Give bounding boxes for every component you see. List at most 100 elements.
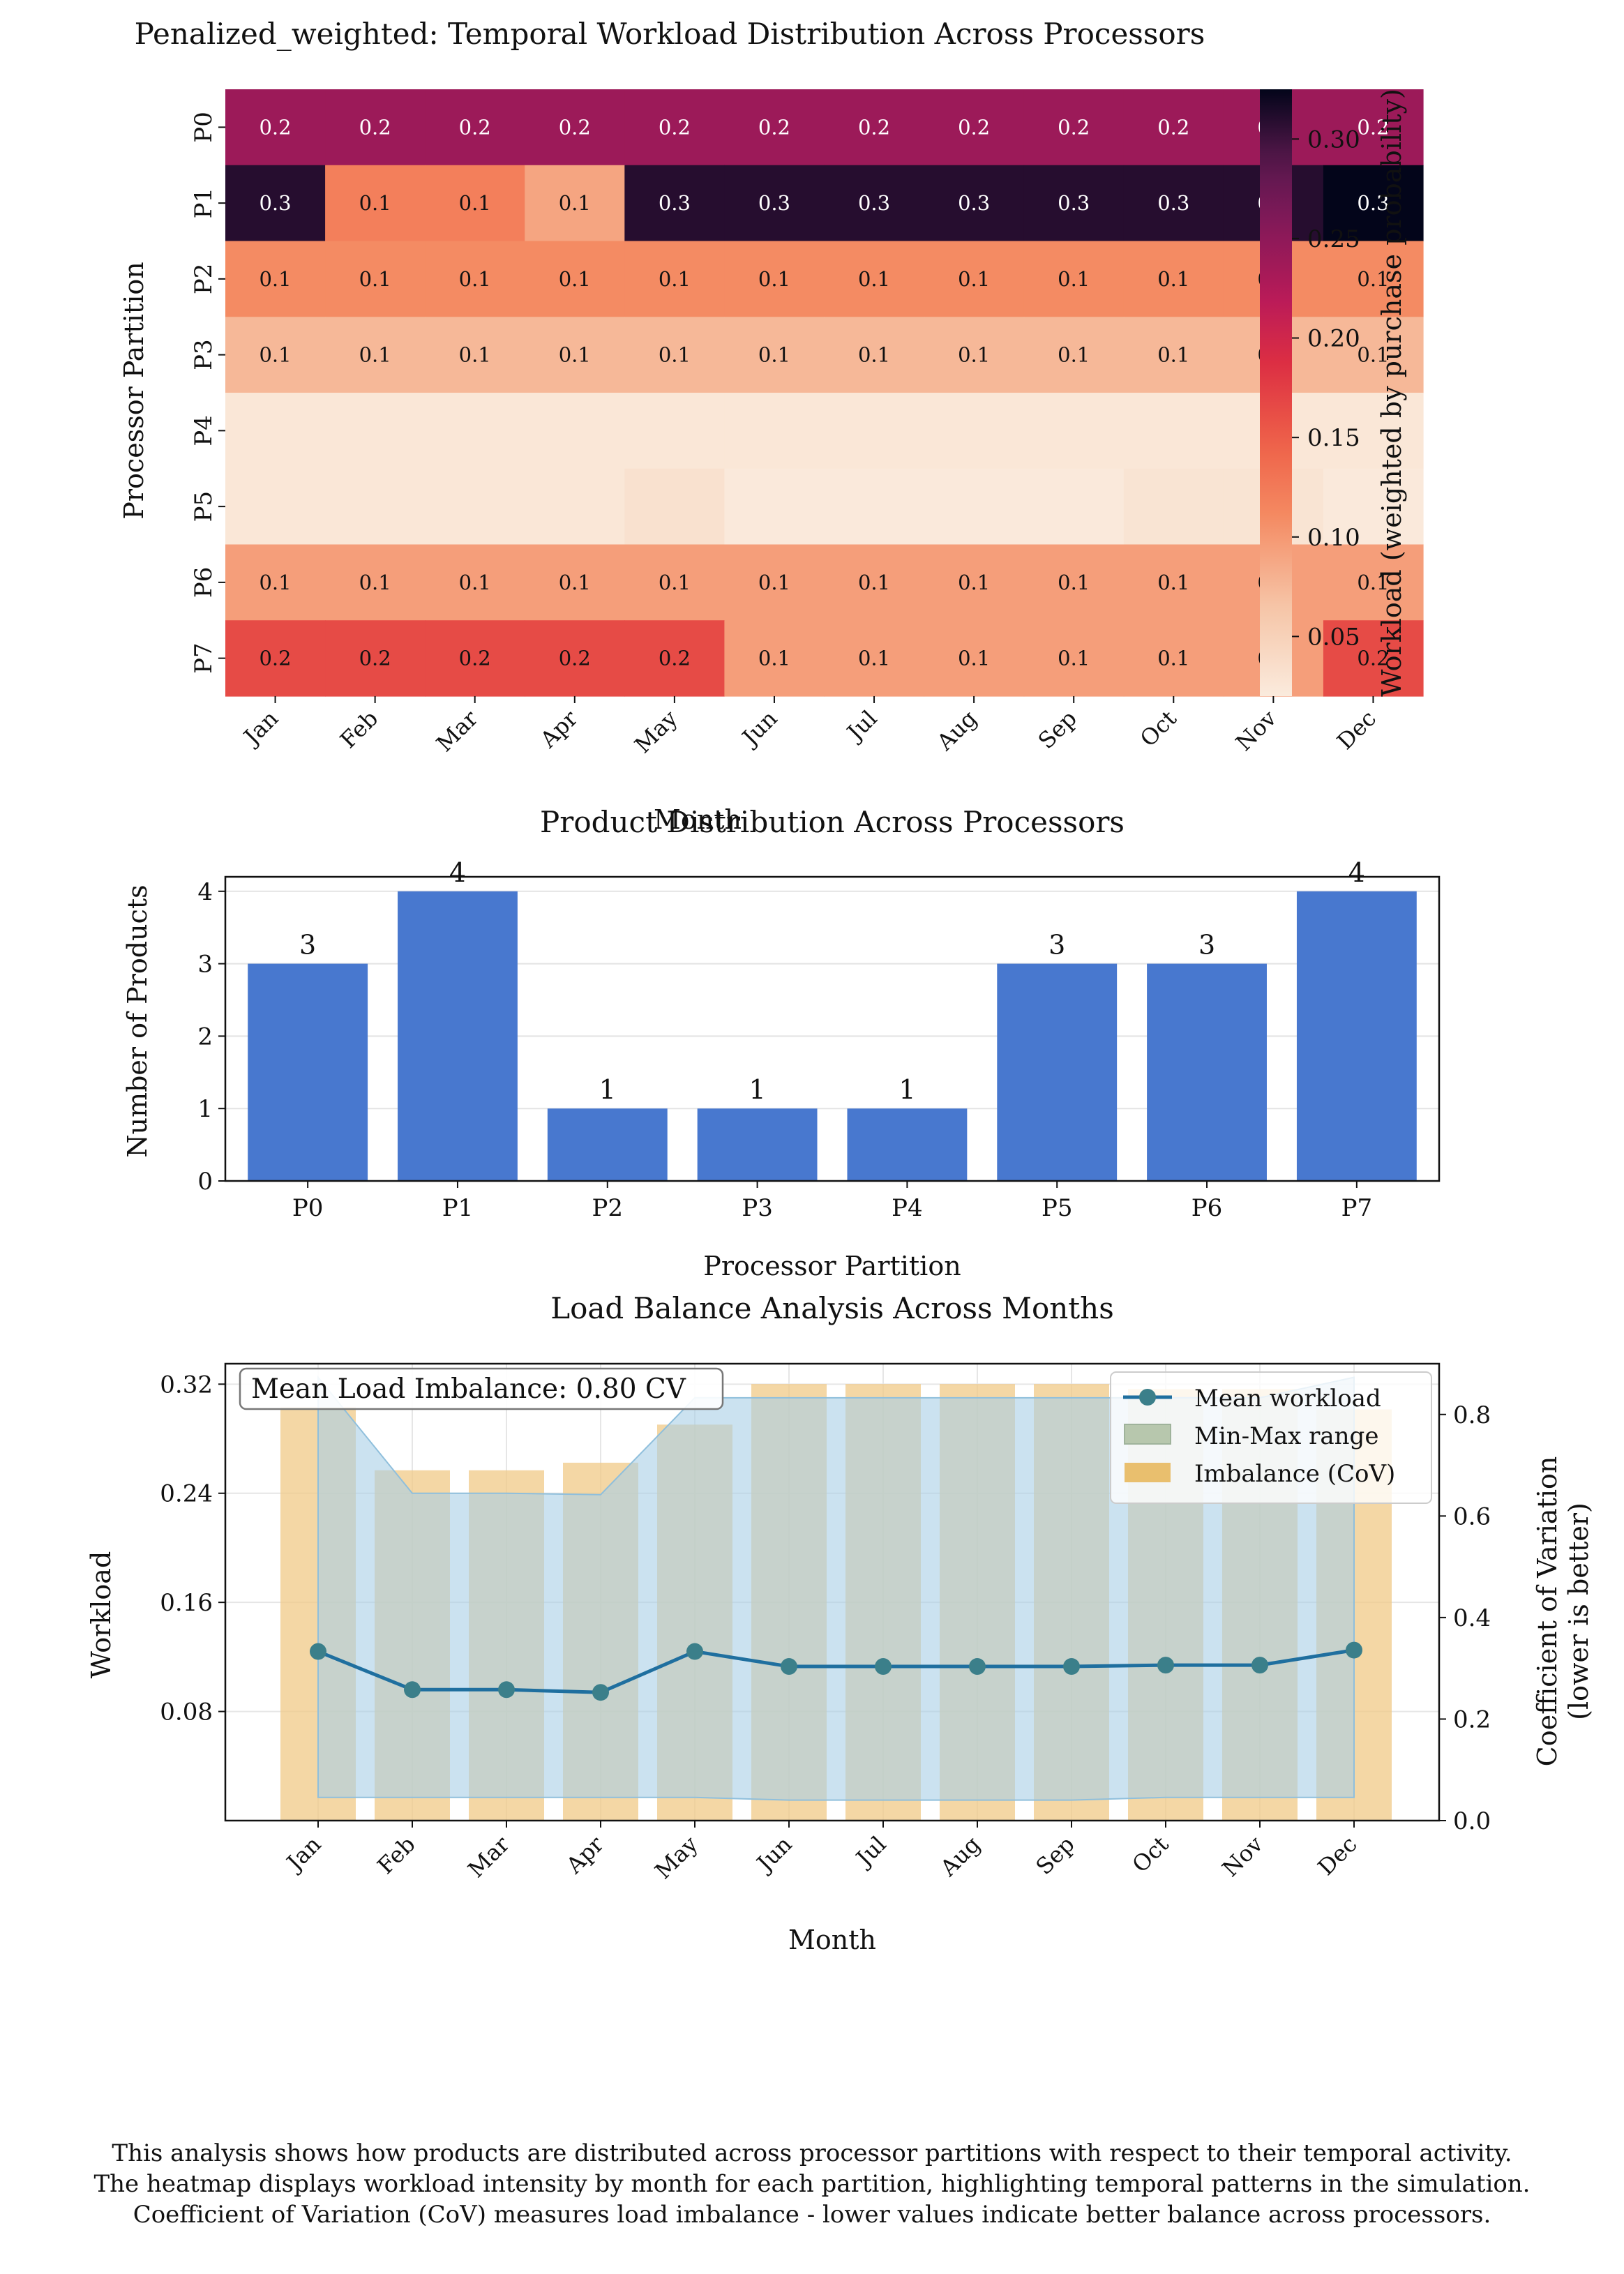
heatmap-cell bbox=[624, 317, 725, 393]
load-chart-ytick-label: 0.16 bbox=[160, 1589, 213, 1617]
heatmap-cell bbox=[425, 620, 525, 697]
bar-chart-xtick-label: P6 bbox=[1191, 1194, 1223, 1222]
bar bbox=[547, 1108, 668, 1181]
heatmap-cell bbox=[1023, 89, 1125, 166]
load-chart-y2tick-label: 0.4 bbox=[1453, 1604, 1491, 1632]
colorbar-ticks: 0.05 0.10 0.15 0.20 0.25 0.30 bbox=[1292, 126, 1360, 651]
legend-cov-swatch bbox=[1125, 1463, 1171, 1482]
heatmap-cell bbox=[624, 165, 725, 242]
bar bbox=[997, 963, 1118, 1181]
heatmap-cell-label: 0.1 bbox=[459, 267, 491, 291]
load-chart-title: Load Balance Analysis Across Months bbox=[550, 1291, 1114, 1325]
heatmap-cell-label: 0.1 bbox=[858, 571, 890, 594]
colorbar-tick-label: 0.05 bbox=[1307, 623, 1360, 651]
heatmap-cell-label: 0.1 bbox=[1157, 267, 1189, 291]
heatmap-cell-label: 0.1 bbox=[1357, 571, 1389, 594]
colorbar-tick-label: 0.30 bbox=[1307, 126, 1360, 153]
heatmap-cell-label: 0.2 bbox=[459, 647, 491, 670]
heatmap-cell bbox=[325, 620, 426, 697]
heatmap-cell bbox=[724, 620, 825, 697]
heatmap-xtick-label: Feb bbox=[335, 705, 383, 753]
heatmap-cell bbox=[325, 468, 426, 545]
heatmap-cell bbox=[1023, 317, 1125, 393]
load-chart-xtick-label: Oct bbox=[1127, 1831, 1173, 1878]
colorbar-tick-label: 0.25 bbox=[1307, 225, 1360, 253]
heatmap-cell bbox=[525, 544, 625, 621]
mean-workload-point bbox=[1063, 1658, 1080, 1676]
bar-chart-xtick-label: P2 bbox=[592, 1194, 624, 1222]
heatmap-cell bbox=[1323, 620, 1424, 697]
heatmap-cell-label: 0.1 bbox=[359, 343, 391, 367]
heatmap-cell bbox=[724, 544, 825, 621]
heatmap-cell-label: 0.2 bbox=[259, 115, 291, 139]
heatmap-cell bbox=[824, 165, 925, 242]
heatmap-cell bbox=[325, 317, 426, 393]
heatmap-cell-label: 0.1 bbox=[1357, 343, 1389, 367]
bar-chart-yticks: 0 1 2 3 4 bbox=[197, 878, 225, 1196]
heatmap-cell bbox=[325, 544, 426, 621]
heatmap-cell bbox=[1323, 165, 1424, 242]
heatmap-cell-label: 0.1 bbox=[659, 343, 691, 367]
heatmap-ylabel: Processor Partition bbox=[119, 262, 149, 519]
heatmap-xtick-label: May bbox=[629, 705, 682, 758]
heatmap-cell-label: 0.1 bbox=[259, 267, 291, 291]
heatmap-cell-label: 0.1 bbox=[359, 267, 391, 291]
heatmap-cell-label: 0.3 bbox=[1058, 191, 1090, 215]
bar-chart-ytick-label: 1 bbox=[197, 1095, 213, 1123]
heatmap-cell-label: 0.1 bbox=[858, 343, 890, 367]
heatmap-cell-label: 0.1 bbox=[659, 571, 691, 594]
heatmap-cell bbox=[1123, 393, 1224, 469]
heatmap-cell-label: 0.2 bbox=[659, 647, 691, 670]
heatmap-cell bbox=[325, 393, 426, 469]
bar-chart-bars bbox=[248, 891, 1417, 1181]
bar-value-label: 3 bbox=[1048, 930, 1065, 961]
load-chart-y2ticks: 0.0 0.2 0.4 0.6 0.8 bbox=[1439, 1401, 1491, 1835]
bar-chart-xtick-label: P5 bbox=[1042, 1194, 1073, 1222]
heatmap-cell bbox=[1123, 544, 1224, 621]
bar-chart-ytick-label: 3 bbox=[197, 951, 213, 979]
heatmap-xtick-label: Jul bbox=[841, 705, 882, 747]
heatmap-cell bbox=[1123, 317, 1224, 393]
heatmap-cell bbox=[624, 468, 725, 545]
bar-value-label: 1 bbox=[749, 1074, 765, 1105]
bar-value-label: 1 bbox=[599, 1074, 616, 1105]
heatmap-cell-label: 0.2 bbox=[758, 115, 790, 139]
load-chart-xtick-label: Sep bbox=[1030, 1831, 1079, 1880]
heatmap-cell-label: 0.2 bbox=[858, 115, 890, 139]
bar-chart-xtick-label: P4 bbox=[892, 1194, 923, 1222]
heatmap-cell-labels: 0.20.20.20.20.20.20.20.20.20.20.20.20.30… bbox=[259, 115, 1389, 670]
heatmap-cell-label: 0.2 bbox=[1157, 115, 1189, 139]
load-chart-y2tick-label: 0.6 bbox=[1453, 1503, 1491, 1530]
heatmap-cell-label: 0.1 bbox=[1058, 647, 1090, 670]
load-chart-xtick-label: May bbox=[649, 1831, 702, 1884]
heatmap-ytick-label: P2 bbox=[190, 264, 218, 295]
heatmap-xtick-label: Aug bbox=[931, 705, 982, 756]
heatmap-cell bbox=[225, 317, 326, 393]
heatmap-cell bbox=[425, 241, 525, 317]
heatmap-xlabel: Month bbox=[654, 804, 742, 835]
heatmap-cell bbox=[525, 89, 625, 166]
heatmap-xtick-label: Nov bbox=[1231, 705, 1281, 756]
heatmap-yticks: P0 P1 P2 P3 P4 P5 P6 P7 bbox=[190, 112, 225, 674]
heatmap-cell-label: 0.2 bbox=[359, 115, 391, 139]
heatmap-cell bbox=[1023, 544, 1125, 621]
heatmap-cell-label: 0.2 bbox=[1058, 115, 1090, 139]
heatmap-cell-label: 0.1 bbox=[1058, 343, 1090, 367]
heatmap-cell-label: 0.1 bbox=[758, 571, 790, 594]
heatmap-cell bbox=[624, 620, 725, 697]
load-chart-yticks: 0.08 0.16 0.24 0.32 bbox=[160, 1371, 225, 1726]
heatmap-cell bbox=[824, 393, 925, 469]
heatmap-cell bbox=[325, 165, 426, 242]
load-chart-ytick-label: 0.32 bbox=[160, 1371, 213, 1399]
heatmap-cell bbox=[1023, 165, 1125, 242]
mean-workload-point bbox=[781, 1658, 797, 1676]
bar-chart-value-labels: 3 4 1 1 1 3 3 4 bbox=[299, 857, 1365, 1105]
load-chart-xtick-label: Feb bbox=[372, 1831, 420, 1879]
legend-cov-label: Imbalance (CoV) bbox=[1194, 1460, 1395, 1488]
heatmap-cell bbox=[225, 241, 326, 317]
bar-chart-xlabel: Processor Partition bbox=[703, 1251, 961, 1281]
heatmap-cell-label: 0.2 bbox=[359, 647, 391, 670]
bar-chart-xtick-label: P7 bbox=[1341, 1194, 1373, 1222]
heatmap-cell-label: 0.1 bbox=[1058, 267, 1090, 291]
heatmap-cell-label: 0.1 bbox=[1058, 571, 1090, 594]
